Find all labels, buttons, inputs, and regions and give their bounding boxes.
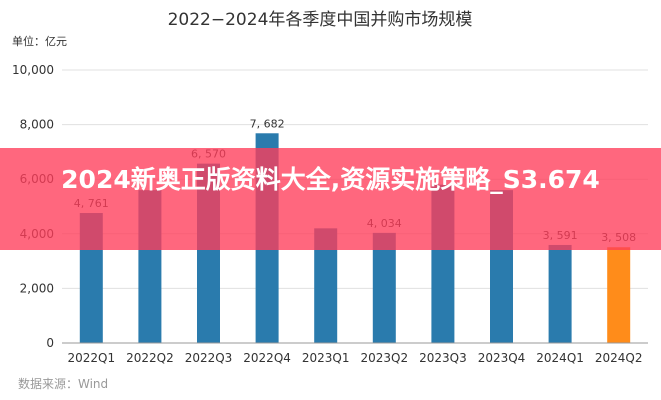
x-tick-label: 2023Q4 <box>478 351 526 365</box>
x-tick-label: 2023Q2 <box>360 351 408 365</box>
data-label: 7, 682 <box>250 117 285 130</box>
bar <box>607 247 631 343</box>
bar <box>372 232 396 343</box>
x-tick-label: 2022Q1 <box>67 351 115 365</box>
overlay-banner <box>0 148 661 250</box>
x-tick-label: 2023Q1 <box>302 351 350 365</box>
x-tick-label: 2023Q3 <box>419 351 467 365</box>
y-tick-label: 8,000 <box>20 118 54 132</box>
overlay-headline: 2024新奥正版资料大全,资源实施策略_S3.674 <box>61 165 600 194</box>
bar <box>314 228 338 343</box>
source-note: 数据来源：Wind <box>18 376 108 391</box>
y-tick-label: 0 <box>46 336 54 350</box>
bar <box>548 244 572 343</box>
x-tick-label: 2024Q1 <box>536 351 584 365</box>
x-axis: 2022Q1 2022Q2 2022Q3 2022Q4 2023Q1 2023Q2 2023… <box>62 342 648 365</box>
y-tick-label: 10,000 <box>12 63 54 77</box>
x-tick-label: 2022Q3 <box>185 351 233 365</box>
chart-title: 2022−2024年各季度中国并购市场规模 <box>168 10 473 30</box>
unit-label: 单位：亿元 <box>12 34 67 48</box>
x-tick-label: 2022Q2 <box>126 351 174 365</box>
y-tick-label: 2,000 <box>20 281 54 295</box>
x-tick-label: 2022Q4 <box>243 351 291 365</box>
x-tick-label: 2024Q2 <box>595 351 643 365</box>
